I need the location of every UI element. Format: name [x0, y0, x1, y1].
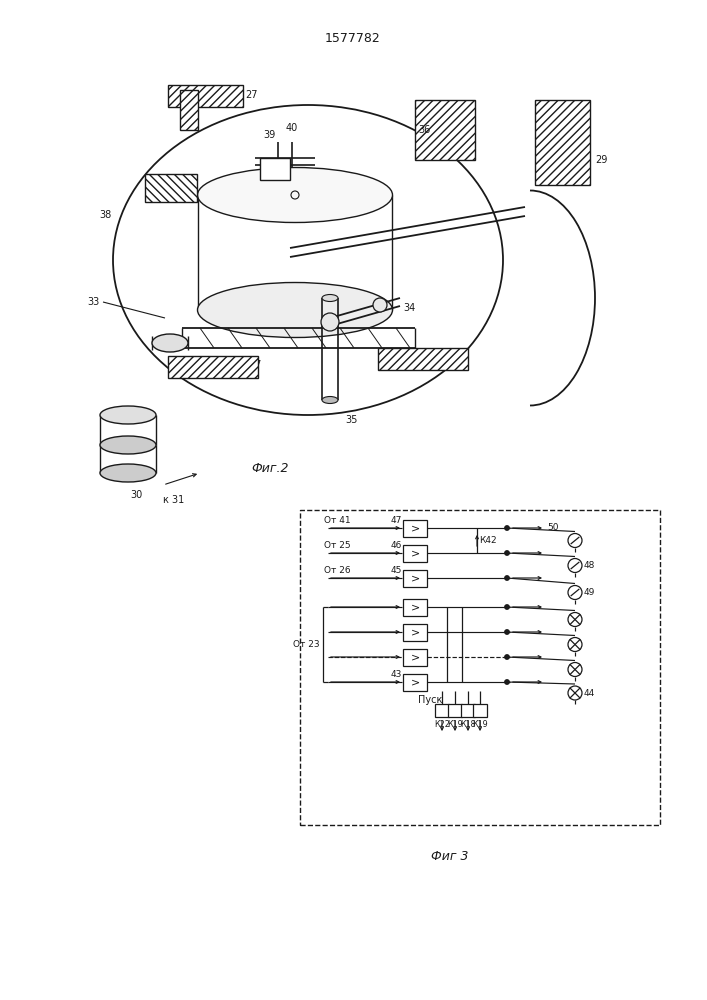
Circle shape — [505, 680, 509, 684]
Text: От 26: От 26 — [324, 566, 351, 575]
Bar — [473, 704, 487, 717]
Ellipse shape — [100, 464, 156, 482]
Bar — [145, 174, 197, 202]
Bar — [403, 520, 427, 536]
Text: От 25: От 25 — [324, 541, 351, 550]
Text: >: > — [410, 573, 420, 583]
Text: К19: К19 — [447, 720, 463, 729]
Text: 45: 45 — [391, 566, 402, 575]
Ellipse shape — [197, 282, 392, 338]
Text: К19: К19 — [472, 720, 488, 729]
Circle shape — [568, 686, 582, 700]
Text: 27: 27 — [245, 90, 257, 100]
Circle shape — [505, 605, 509, 609]
Text: 50: 50 — [547, 524, 559, 532]
Ellipse shape — [322, 294, 338, 302]
Circle shape — [505, 526, 509, 530]
Circle shape — [373, 298, 387, 312]
Bar — [180, 90, 198, 130]
Bar — [260, 158, 290, 180]
Bar — [300, 510, 660, 825]
Text: К22: К22 — [434, 720, 450, 729]
Bar — [403, 570, 427, 586]
Text: к 31: к 31 — [163, 495, 185, 505]
Text: 47: 47 — [391, 516, 402, 525]
Text: >: > — [410, 627, 420, 637]
Bar — [168, 356, 258, 378]
Ellipse shape — [197, 167, 392, 223]
Text: 49: 49 — [584, 588, 595, 597]
Text: >: > — [410, 523, 420, 533]
Text: 43: 43 — [391, 670, 402, 679]
Text: К42: К42 — [479, 536, 496, 545]
Ellipse shape — [152, 334, 188, 352]
Bar — [403, 598, 427, 615]
Text: К18: К18 — [460, 720, 476, 729]
Bar — [403, 674, 427, 690]
Text: 38: 38 — [100, 210, 112, 220]
Bar — [378, 348, 468, 370]
Text: >: > — [410, 652, 420, 662]
Text: 44: 44 — [584, 688, 595, 698]
Text: 37: 37 — [249, 360, 261, 370]
Text: 33: 33 — [88, 297, 100, 307]
Bar — [168, 85, 243, 107]
Text: >: > — [410, 602, 420, 612]
Text: 48: 48 — [584, 561, 595, 570]
Text: 29: 29 — [595, 155, 607, 165]
Circle shape — [568, 662, 582, 676]
Text: От 23: От 23 — [293, 640, 320, 649]
Circle shape — [321, 313, 339, 331]
Circle shape — [568, 612, 582, 626]
Bar — [403, 624, 427, 641]
Bar — [403, 648, 427, 666]
Text: >: > — [410, 548, 420, 558]
Circle shape — [505, 576, 509, 580]
Circle shape — [505, 551, 509, 555]
Bar — [435, 704, 449, 717]
Text: 35: 35 — [345, 415, 357, 425]
Text: 34: 34 — [403, 303, 415, 313]
Circle shape — [505, 655, 509, 659]
Ellipse shape — [100, 436, 156, 454]
Text: Фиг 3: Фиг 3 — [431, 850, 469, 863]
Bar — [403, 544, 427, 562]
Text: От 41: От 41 — [324, 516, 351, 525]
Circle shape — [568, 585, 582, 599]
Circle shape — [505, 630, 509, 634]
Bar — [415, 100, 475, 160]
Circle shape — [568, 534, 582, 548]
Ellipse shape — [100, 406, 156, 424]
Text: 40: 40 — [286, 123, 298, 133]
Circle shape — [568, 638, 582, 652]
Bar — [448, 704, 462, 717]
Text: Пуск: Пуск — [418, 695, 442, 705]
Circle shape — [568, 558, 582, 572]
Bar — [535, 100, 590, 185]
Text: 39: 39 — [263, 130, 275, 140]
Text: 46: 46 — [391, 541, 402, 550]
Text: >: > — [410, 677, 420, 687]
Text: Фиг.2: Фиг.2 — [251, 462, 288, 475]
Text: 30: 30 — [130, 490, 142, 500]
Ellipse shape — [322, 396, 338, 403]
Text: 36: 36 — [418, 125, 431, 135]
Bar — [461, 704, 475, 717]
Text: 1577782: 1577782 — [325, 32, 381, 45]
